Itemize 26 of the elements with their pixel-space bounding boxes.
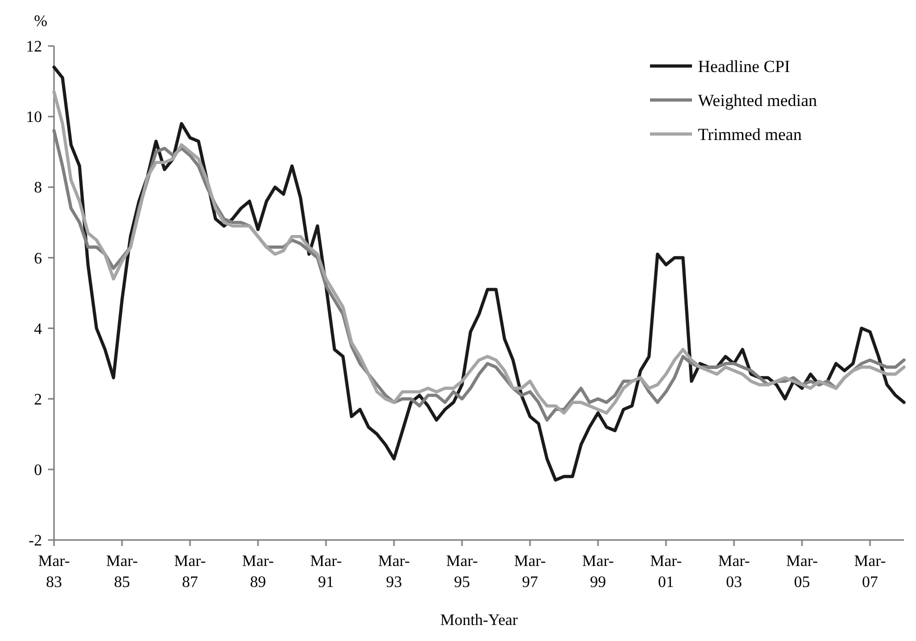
y-tick-label: 8 (34, 180, 42, 197)
x-tick-label: Mar-97 (514, 553, 546, 591)
y-tick-label: 12 (26, 38, 42, 56)
x-tick-label: Mar-85 (106, 553, 138, 591)
x-tick-label: Mar-99 (582, 553, 614, 591)
x-tick-label: Mar-07 (854, 553, 886, 591)
y-tick-label: 0 (34, 462, 42, 480)
y-tick-label: 4 (34, 320, 42, 338)
legend-label: Weighted median (698, 90, 818, 110)
x-axis-title: Month-Year (440, 612, 518, 629)
legend-label: Headline CPI (698, 56, 790, 76)
y-tick-label: -2 (28, 532, 42, 550)
x-tick-label: Mar-93 (378, 553, 410, 591)
y-tick-label: 2 (34, 391, 42, 408)
y-axis-title: % (34, 13, 48, 30)
x-tick-label: Mar-89 (242, 553, 274, 591)
x-tick-label: Mar-95 (446, 553, 478, 591)
x-tick-label: Mar-05 (786, 553, 818, 591)
y-tick-label: 6 (34, 250, 42, 268)
x-tick-label: Mar-83 (38, 553, 70, 591)
y-tick-label: 10 (26, 109, 42, 126)
x-tick-label: Mar-01 (650, 553, 682, 591)
legend-label: Trimmed mean (698, 124, 802, 144)
x-tick-label: Mar-87 (174, 553, 206, 591)
x-tick-label: Mar-91 (310, 553, 342, 591)
x-tick-label: Mar-03 (718, 553, 750, 591)
